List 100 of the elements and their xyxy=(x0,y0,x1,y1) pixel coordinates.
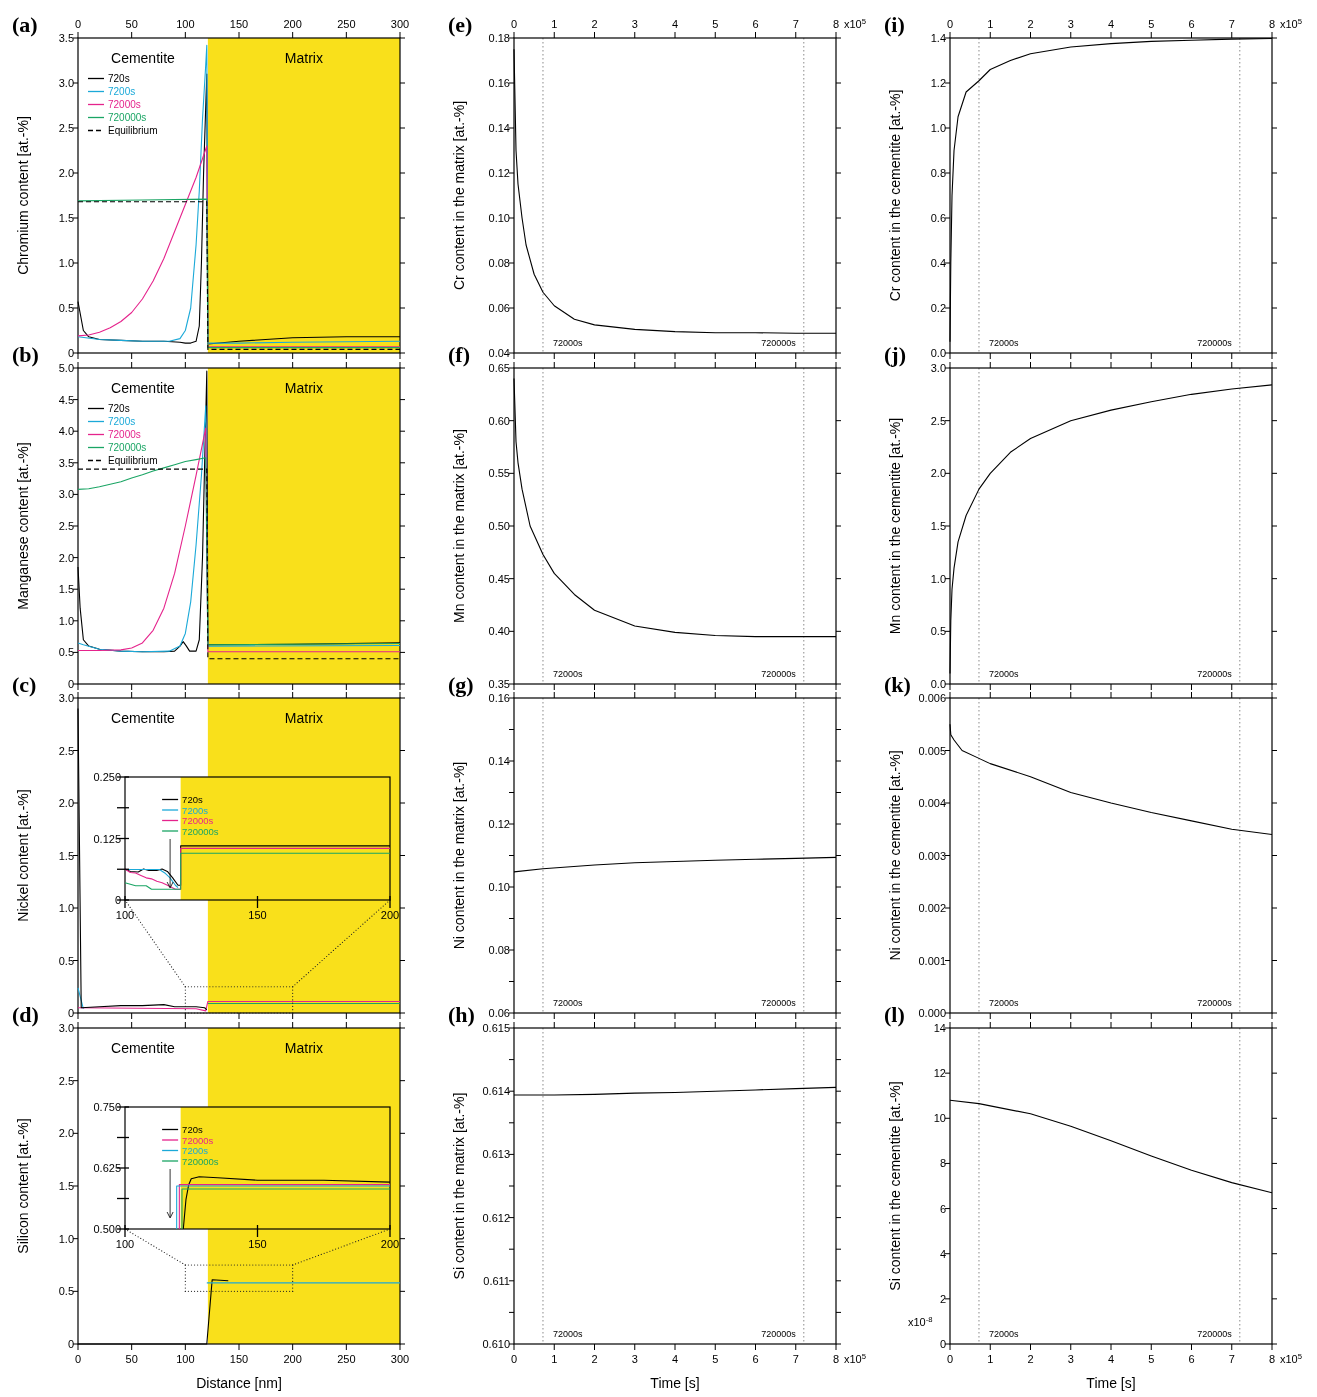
y-tick-label: 0.06 xyxy=(488,1007,510,1019)
y-tick-label: 4.0 xyxy=(58,425,74,438)
y-tick-label: 0.610 xyxy=(482,1338,510,1350)
y-tick-label: 1.0 xyxy=(58,902,74,914)
y-tick-label: 2.5 xyxy=(58,122,74,134)
x-tick-label: 7 xyxy=(1228,1353,1235,1365)
y-tick-label: 0.10 xyxy=(488,212,510,224)
y-tick-label: 1.5 xyxy=(930,520,946,532)
y-tick-label: 0.612 xyxy=(482,1211,510,1224)
y-tick-label: 0.5 xyxy=(58,302,74,314)
ref-line-label: 720000s xyxy=(1197,669,1233,679)
legend-label: 7200s xyxy=(182,804,209,816)
legend-label: 720000s xyxy=(108,112,147,123)
y-tick-label: 0.0 xyxy=(930,678,946,690)
x2-tick-label: 8 xyxy=(832,18,840,30)
y-tick-label: 12 xyxy=(933,1067,946,1080)
x-tick-label: 200 xyxy=(380,1238,400,1250)
x-tick-label: 200 xyxy=(380,909,400,921)
y-tick-label: 0.18 xyxy=(488,32,510,44)
y-axis-title: Nickel content [at.-%] xyxy=(15,789,31,922)
ref-line-label: 720000s xyxy=(1197,998,1233,1008)
x-tick-label: 8 xyxy=(832,1353,840,1365)
chart-title: (g) xyxy=(448,672,474,697)
x-tick-label: 4 xyxy=(671,1353,679,1365)
y-tick-label: 0.5 xyxy=(58,954,74,967)
x2-tick-label: 8 xyxy=(1268,18,1276,30)
x2-tick-label: 5 xyxy=(1148,18,1155,30)
ref-line-label: 72000s xyxy=(988,998,1020,1008)
text: x10$^{5}$ xyxy=(844,1351,867,1365)
annotation: Cementite xyxy=(111,710,176,726)
y-tick-label: 0.8 xyxy=(930,167,946,179)
y-axis-title: Mn content in the matrix [at.-%] xyxy=(451,429,467,623)
x-tick-label: 300 xyxy=(390,1353,410,1365)
legend-label: Equilibrium xyxy=(108,455,158,466)
ref-line-label: 72000s xyxy=(552,1329,584,1339)
y-tick-label: 1.5 xyxy=(58,1180,74,1192)
chart-title: (i) xyxy=(884,12,905,37)
y-tick-label: 0.14 xyxy=(488,122,510,134)
legend-label: 720000s xyxy=(182,825,219,837)
y-tick-label: 0.614 xyxy=(482,1085,510,1098)
y-tick-label: 2.0 xyxy=(930,467,946,480)
x-tick-label: 100 xyxy=(115,909,135,921)
y-tick-label: 0.500 xyxy=(93,1223,121,1235)
legend-label: 72000s xyxy=(182,815,214,826)
x-tick-label: 50 xyxy=(125,1353,138,1365)
x2-tick-label: 50 xyxy=(125,18,138,30)
y-tick-label: 3.0 xyxy=(58,488,74,501)
y-tick-label: 1.5 xyxy=(58,849,74,862)
x-tick-label: 1 xyxy=(551,1353,558,1365)
y-tick-label: 0 xyxy=(939,1338,946,1350)
y-axis-title: Si content in the matrix [at.-%] xyxy=(451,1092,467,1280)
x2-tick-label: 2 xyxy=(591,18,598,30)
x-tick-label: 2 xyxy=(591,1353,598,1365)
band-label: Matrix xyxy=(284,710,323,726)
x-tick-label: 150 xyxy=(248,909,267,921)
ref-line-label: 720000s xyxy=(761,338,797,348)
y-tick-label: 1.0 xyxy=(58,257,74,269)
x2-tick-label: 3 xyxy=(631,18,638,30)
y-tick-label: 3.0 xyxy=(58,1022,74,1034)
y-tick-label: 3.5 xyxy=(58,32,74,44)
y-tick-label: 4.5 xyxy=(58,393,74,406)
y-tick-label: 0.40 xyxy=(488,625,510,638)
ref-line-label: 72000s xyxy=(552,998,584,1008)
legend-label: 7200s xyxy=(108,86,136,97)
y-tick-label: 0.004 xyxy=(918,797,946,809)
x-tick-label: 4 xyxy=(1107,1353,1115,1365)
y-axis-title: Silicon content [at.-%] xyxy=(15,1118,31,1254)
y-axis-title: Manganese content [at.-%] xyxy=(15,442,31,610)
x2-tick-label: 200 xyxy=(283,18,302,30)
y-tick-label: 0.001 xyxy=(918,954,946,967)
x-tick-label: 2 xyxy=(1027,1353,1034,1365)
x-tick-label: 3 xyxy=(1067,1353,1074,1365)
x-axis-title: Distance [nm] xyxy=(196,1375,282,1391)
y-tick-label: 0.750 xyxy=(93,1101,121,1113)
y-tick-label: 0.006 xyxy=(918,692,946,704)
y-tick-label: 14 xyxy=(933,1022,946,1034)
x2-tick-label: 1 xyxy=(551,18,558,30)
band-label: Matrix xyxy=(284,50,323,66)
y-tick-label: 1.0 xyxy=(930,122,946,134)
y-axis-title: Chromium content [at.-%] xyxy=(15,116,31,275)
annotation: Cementite xyxy=(111,380,176,396)
y-tick-label: 1.5 xyxy=(58,212,74,224)
y-tick-label: 2.5 xyxy=(58,1074,74,1087)
y-tick-label: 2.0 xyxy=(58,1127,74,1140)
annotation: Cementite xyxy=(111,1040,176,1056)
x2-tick-label: 3 xyxy=(1067,18,1074,30)
chart-title: (k) xyxy=(884,672,911,697)
x2-tick-label: 100 xyxy=(176,18,195,30)
x-tick-label: 0 xyxy=(510,1353,518,1365)
y-tick-label: 0.611 xyxy=(483,1274,510,1287)
y-tick-label: 3.0 xyxy=(58,77,74,89)
x-tick-label: 200 xyxy=(283,1353,302,1365)
y-tick-label: 0.50 xyxy=(488,520,510,532)
y-tick-label: 0.615 xyxy=(482,1022,510,1034)
y-tick-label: 1.2 xyxy=(930,77,946,89)
ref-line-label: 720000s xyxy=(761,1329,797,1339)
x-tick-label: 1 xyxy=(987,1353,994,1365)
y-axis-title: Si content in the cementite [at.-%] xyxy=(887,1081,903,1291)
x-axis-title: Time [s] xyxy=(1086,1375,1136,1391)
x2-tick-label: 6 xyxy=(752,18,759,30)
